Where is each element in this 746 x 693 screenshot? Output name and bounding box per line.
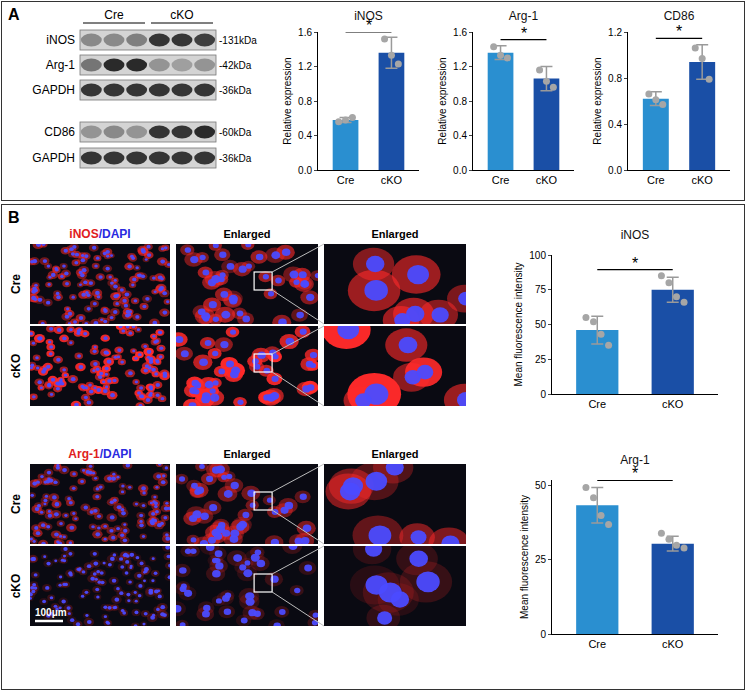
svg-text:iNOS/DAPI: iNOS/DAPI (69, 227, 130, 241)
svg-text:-60kDa: -60kDa (219, 127, 252, 138)
svg-text:0.4: 0.4 (298, 130, 312, 141)
svg-text:100μm: 100μm (35, 607, 67, 618)
svg-text:*: * (521, 25, 527, 42)
svg-text:1.2: 1.2 (453, 61, 467, 72)
svg-text:cKO: cKO (170, 8, 193, 22)
svg-text:Relative expression: Relative expression (282, 57, 293, 144)
svg-text:Relative expression: Relative expression (437, 57, 448, 144)
svg-text:*: * (366, 17, 372, 34)
svg-text:0.0: 0.0 (453, 165, 467, 176)
svg-text:Arg-1: Arg-1 (46, 58, 76, 72)
svg-text:1.6: 1.6 (453, 27, 467, 38)
svg-text:Arg-1: Arg-1 (620, 453, 650, 467)
svg-text:25: 25 (535, 354, 547, 365)
svg-text:-36kDa: -36kDa (219, 85, 252, 96)
svg-text:50: 50 (535, 480, 547, 491)
svg-text:cKO: cKO (9, 354, 23, 379)
svg-text:Cre: Cre (337, 174, 355, 186)
svg-text:iNOS: iNOS (46, 33, 75, 47)
svg-text:GAPDH: GAPDH (32, 83, 75, 97)
svg-text:Cre: Cre (588, 638, 606, 650)
svg-text:iNOS: iNOS (354, 9, 383, 23)
svg-text:Cre: Cre (647, 174, 665, 186)
svg-text:0.8: 0.8 (608, 73, 622, 84)
svg-text:75: 75 (535, 284, 547, 295)
svg-text:Cre: Cre (588, 398, 606, 410)
svg-text:-36kDa: -36kDa (219, 153, 252, 164)
svg-text:0.4: 0.4 (608, 119, 622, 130)
svg-text:Enlarged: Enlarged (371, 228, 418, 240)
svg-text:Mean fluorescence intensity: Mean fluorescence intensity (513, 263, 524, 387)
svg-text:0.8: 0.8 (453, 96, 467, 107)
svg-text:cKO: cKO (9, 574, 23, 599)
svg-text:-42kDa: -42kDa (219, 60, 252, 71)
svg-text:cKO: cKO (536, 174, 558, 186)
svg-text:Cre: Cre (9, 494, 23, 514)
svg-text:GAPDH: GAPDH (32, 151, 75, 165)
svg-text:Arg-1: Arg-1 (509, 9, 539, 23)
svg-text:0: 0 (540, 389, 546, 400)
svg-text:CD86: CD86 (44, 125, 75, 139)
svg-text:Enlarged: Enlarged (371, 448, 418, 460)
svg-text:Cre: Cre (9, 274, 23, 294)
svg-text:Cre: Cre (492, 174, 510, 186)
svg-text:Enlarged: Enlarged (223, 448, 270, 460)
svg-text:Relative expression: Relative expression (592, 57, 603, 144)
svg-text:0.0: 0.0 (298, 165, 312, 176)
svg-text:iNOS: iNOS (621, 228, 650, 242)
svg-text:1.6: 1.6 (298, 27, 312, 38)
svg-text:-131kDa: -131kDa (219, 35, 257, 46)
svg-text:25: 25 (535, 554, 547, 565)
svg-text:cKO: cKO (691, 174, 713, 186)
svg-text:cKO: cKO (662, 638, 684, 650)
svg-text:Cre: Cre (104, 8, 124, 22)
svg-text:1.2: 1.2 (608, 27, 622, 38)
svg-text:*: * (676, 23, 682, 40)
svg-text:*: * (632, 465, 638, 482)
svg-text:Enlarged: Enlarged (223, 228, 270, 240)
svg-text:CD86: CD86 (664, 9, 695, 23)
svg-text:0.4: 0.4 (453, 130, 467, 141)
svg-text:A: A (8, 6, 20, 23)
svg-text:cKO: cKO (662, 398, 684, 410)
svg-text:100: 100 (529, 250, 546, 261)
svg-text:50: 50 (535, 319, 547, 330)
svg-text:0.8: 0.8 (298, 96, 312, 107)
svg-text:Mean fluorescence intensity: Mean fluorescence intensity (519, 495, 530, 619)
svg-text:cKO: cKO (381, 174, 403, 186)
svg-text:0: 0 (540, 629, 546, 640)
svg-text:Arg-1/DAPI: Arg-1/DAPI (68, 447, 131, 461)
svg-text:B: B (8, 209, 20, 226)
svg-text:0.0: 0.0 (608, 165, 622, 176)
svg-text:*: * (632, 255, 638, 272)
svg-text:1.2: 1.2 (298, 61, 312, 72)
